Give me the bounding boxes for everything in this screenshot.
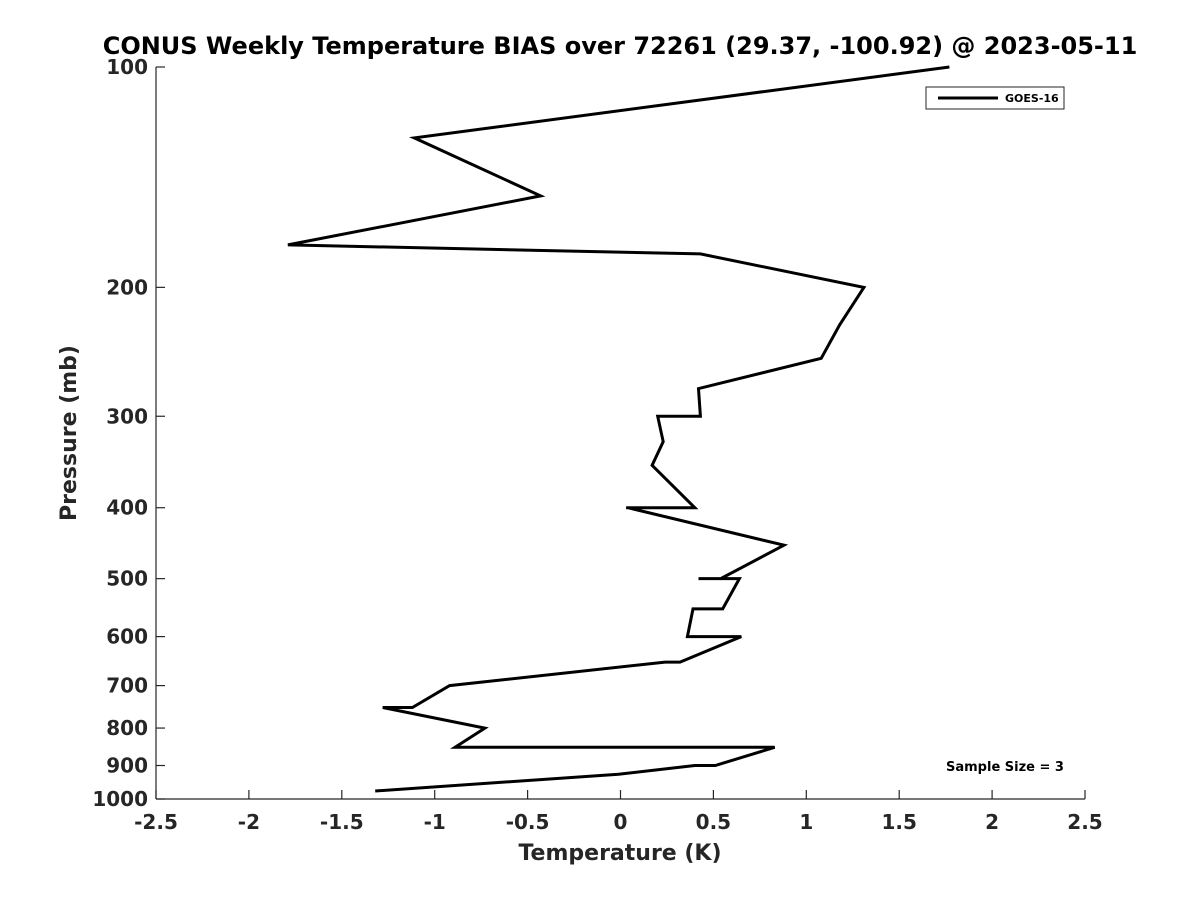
y-tick-label: 100 — [106, 55, 148, 79]
y-ticks: 100 200 300 400 500 600 700 800 900 1000 — [92, 55, 165, 811]
y-tick-label: 1000 — [92, 787, 148, 811]
legend-label-goes-16: GOES-16 — [1005, 92, 1059, 105]
x-tick-label: 2.5 — [1067, 810, 1102, 834]
plot-area — [156, 67, 1085, 799]
x-tick-label: -1.5 — [320, 810, 364, 834]
y-tick-label: 400 — [106, 496, 148, 520]
sample-size-annotation: Sample Size = 3 — [946, 760, 1064, 775]
y-axis-label: Pressure (mb) — [57, 345, 82, 521]
x-tick-label: -0.5 — [506, 810, 550, 834]
x-tick-label: -1 — [424, 810, 446, 834]
y-tick-label: 300 — [106, 404, 148, 428]
y-tick-label: 900 — [106, 754, 148, 778]
y-tick-label: 700 — [106, 674, 148, 698]
x-tick-label: 0 — [614, 810, 628, 834]
series-layer — [287, 65, 950, 793]
series-line-goes-16 — [287, 65, 950, 793]
x-tick-label: 0.5 — [696, 810, 731, 834]
legend: GOES-16 — [925, 86, 1065, 110]
y-tick-label: 500 — [106, 567, 148, 591]
chart-title: CONUS Weekly Temperature BIAS over 72261… — [103, 32, 1138, 60]
y-tick-label: 800 — [106, 716, 148, 740]
y-tick-label: 200 — [106, 275, 148, 299]
x-ticks: -2.5 -2 -1.5 -1 -0.5 0 0.5 1 1.5 2 2.5 — [134, 790, 1103, 834]
x-tick-label: 1 — [799, 810, 813, 834]
x-tick-label: -2 — [238, 810, 260, 834]
x-axis-label: Temperature (K) — [518, 841, 721, 866]
y-tick-label: 600 — [106, 625, 148, 649]
x-tick-label: 1.5 — [881, 810, 916, 834]
x-tick-label: -2.5 — [134, 810, 178, 834]
x-tick-label: 2 — [985, 810, 999, 834]
